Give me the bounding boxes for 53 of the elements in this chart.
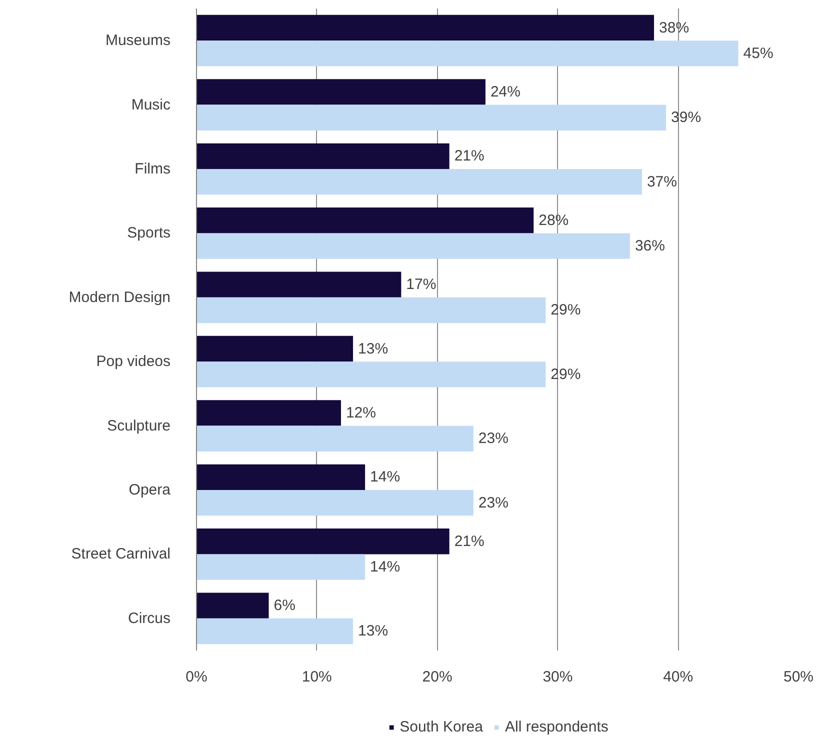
y-tick-label: Pop videos [96, 353, 170, 370]
data-label: 17% [406, 276, 436, 294]
y-tick-label: Museums [105, 32, 171, 50]
bar [196, 14, 654, 41]
bar [196, 400, 341, 426]
data-label: 6% [274, 597, 296, 614]
bar [196, 79, 486, 105]
bar [196, 233, 630, 259]
y-tick-label: Modern Design [68, 288, 170, 306]
data-label: 21% [454, 532, 484, 550]
x-tick-label: 30% [542, 668, 573, 686]
bar [196, 143, 450, 169]
data-label: 36% [634, 238, 665, 255]
bar [196, 528, 450, 554]
data-label: 13% [358, 622, 388, 640]
data-label: 14% [370, 468, 400, 486]
data-label: 45% [743, 44, 774, 62]
data-label: 21% [454, 148, 484, 165]
y-tick-label: Films [134, 160, 171, 178]
bar [196, 618, 354, 644]
bar [196, 336, 354, 362]
data-label: 24% [490, 83, 520, 100]
y-tick-label: Circus [128, 610, 171, 627]
bar [196, 426, 474, 452]
data-label: 23% [478, 494, 508, 512]
x-tick-label: 0% [186, 668, 208, 686]
y-tick-label: Sculpture [107, 417, 171, 434]
data-label: 23% [478, 430, 508, 448]
bar [196, 362, 546, 388]
bar [196, 104, 666, 130]
bar [196, 297, 546, 324]
data-label: 13% [358, 340, 388, 358]
data-label: 12% [346, 404, 376, 422]
x-tick-label: 40% [663, 668, 694, 686]
x-tick-label: 50% [783, 668, 814, 686]
bar [196, 208, 534, 234]
bar [196, 169, 642, 195]
bar [196, 592, 269, 618]
bar [196, 464, 366, 490]
x-tick-label: 20% [422, 668, 452, 686]
x-tick-label: 10% [302, 668, 332, 686]
bar [196, 554, 366, 580]
data-label: 37% [646, 173, 678, 190]
y-tick-label: Opera [128, 482, 172, 498]
bar [196, 40, 738, 66]
bar [196, 272, 402, 298]
y-tick-label: Sports [127, 224, 171, 242]
legend-label: All respondents [505, 718, 608, 736]
y-tick-label: Street Carnival [71, 546, 171, 563]
legend-label: South Korea [400, 718, 483, 736]
bar [196, 490, 474, 516]
data-label: 14% [370, 558, 400, 576]
y-tick-label: Music [131, 96, 171, 114]
